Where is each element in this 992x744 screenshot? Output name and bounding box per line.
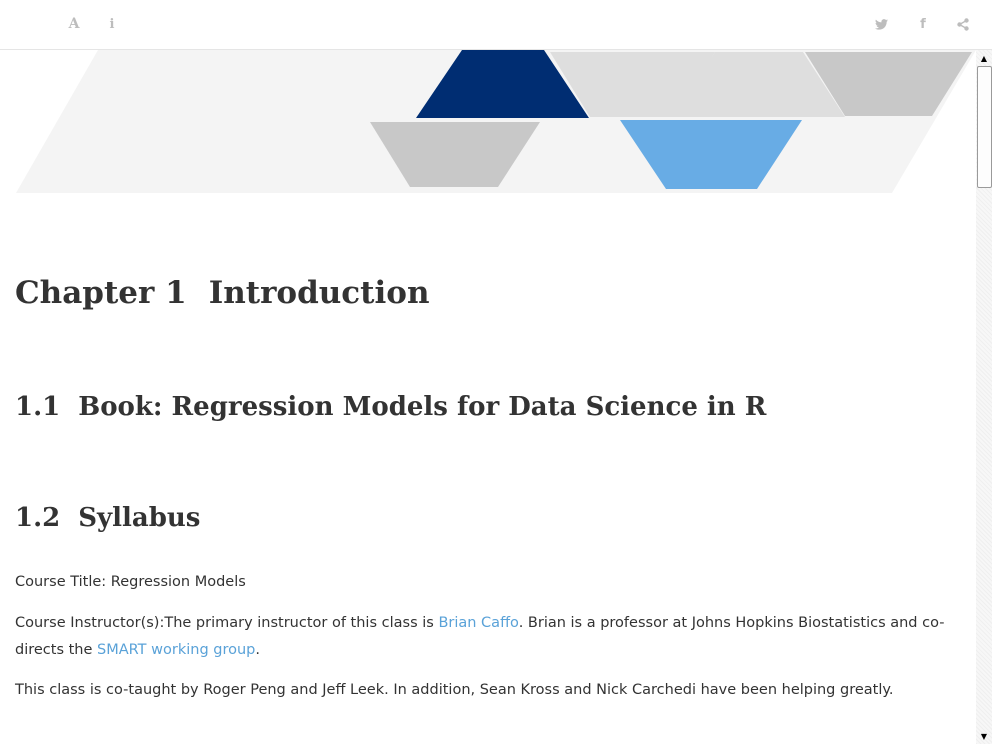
chapter-title: Introduction [208, 275, 430, 311]
share-icon[interactable] [953, 14, 973, 34]
header-banner-image [16, 50, 976, 193]
book-content: Chapter 1 Introduction 1.1 Book: Regressio… [0, 50, 976, 744]
scrollbar-thumb[interactable] [977, 66, 992, 188]
scroll-down-arrow-icon[interactable]: ▼ [980, 731, 988, 741]
twitter-bird-shape [874, 18, 888, 30]
banner-gray-trapezoid [550, 52, 715, 117]
facebook-icon[interactable]: f [920, 16, 926, 32]
co-taught-paragraph: This class is co-taught by Roger Peng an… [15, 682, 894, 698]
course-title-paragraph: Course Title: Regression Models [15, 574, 246, 590]
info-icon[interactable]: i [109, 16, 115, 32]
brian-caffo-link[interactable]: Brian Caffo [438, 615, 519, 631]
section-title: Syllabus [78, 503, 201, 533]
instructor-text: . [255, 642, 260, 658]
section-heading-book: 1.1 Book: Regression Models for Data Scie… [15, 392, 766, 422]
instructor-text: . Brian is a professor at Johns Hopkins … [15, 615, 945, 658]
banner-blue-trapezoid [620, 120, 802, 189]
book-toolbar: A i f [0, 0, 992, 50]
font-settings-icon[interactable]: A [68, 16, 80, 32]
smart-working-group-link[interactable]: SMART working group [97, 642, 256, 658]
section-title: Book: Regression Models for Data Science… [78, 392, 767, 422]
banner-gray-trapezoid-lower [370, 122, 540, 187]
section-number: 1.2 [15, 503, 61, 533]
banner-navy-trapezoid [416, 50, 589, 118]
banner-gray-trapezoid-right [805, 52, 972, 116]
instructor-paragraph: Course Instructor(s):The primary instruc… [15, 610, 960, 664]
section-heading-syllabus: 1.2 Syllabus [15, 503, 200, 533]
twitter-icon[interactable] [871, 14, 891, 34]
banner-pale-trapezoid [674, 52, 845, 117]
instructor-text: Course Instructor(s):The primary instruc… [15, 615, 439, 631]
share-nodes-shape [957, 17, 969, 31]
vertical-scrollbar[interactable]: ▲ ▼ [976, 50, 992, 744]
chapter-heading: Chapter 1 Introduction [15, 275, 430, 311]
scroll-up-arrow-icon[interactable]: ▲ [980, 53, 988, 63]
chapter-number: Chapter 1 [15, 275, 187, 311]
section-number: 1.1 [15, 392, 61, 422]
